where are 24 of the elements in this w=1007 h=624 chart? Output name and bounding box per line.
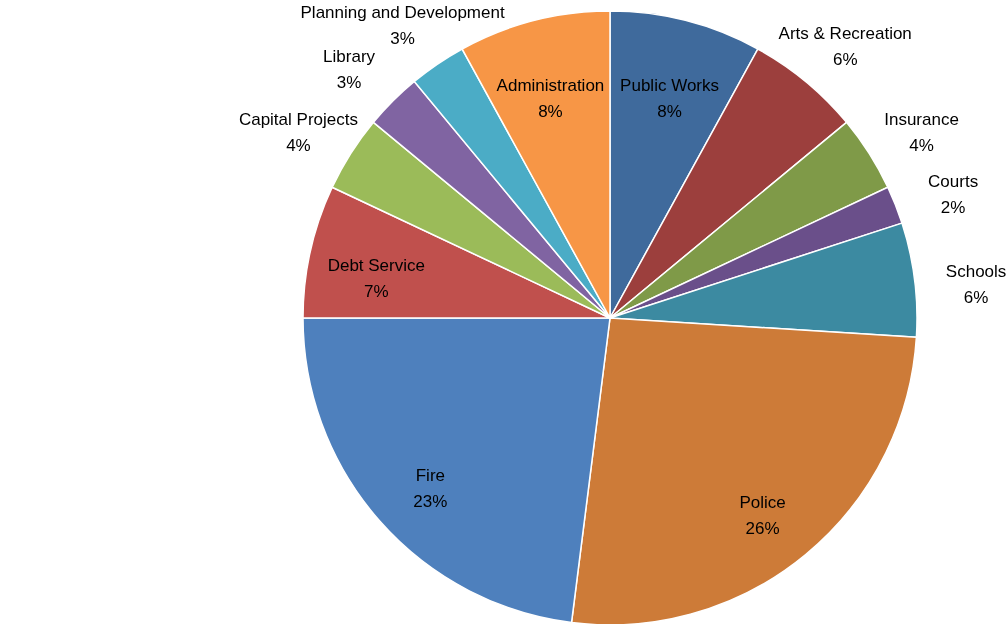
slice-label: Arts & Recreation xyxy=(778,23,912,43)
data-label: 23% xyxy=(413,492,448,512)
data-label: 8% xyxy=(538,102,563,122)
slice-label: Courts xyxy=(928,172,979,192)
slice-label: Debt Service xyxy=(327,255,425,275)
slice-label: Schools xyxy=(945,261,1007,281)
slice-label: Administration xyxy=(496,76,605,96)
data-label: 2% xyxy=(940,198,966,218)
slice-label: Fire xyxy=(415,466,446,486)
slice-label: Public Works xyxy=(620,76,719,96)
data-label: 6% xyxy=(832,49,858,69)
data-label: 4% xyxy=(286,136,311,156)
slice-label: Capital Projects xyxy=(238,110,358,130)
data-label: 8% xyxy=(657,102,682,122)
data-label: 3% xyxy=(390,28,415,48)
slice-label: Library xyxy=(323,47,376,67)
data-label: 4% xyxy=(909,136,934,156)
slice-label: Insurance xyxy=(884,110,959,130)
data-label: 3% xyxy=(336,73,362,93)
data-label: 26% xyxy=(745,518,780,538)
data-label: 7% xyxy=(364,281,389,301)
slice-label: Planning and Development xyxy=(300,2,505,22)
slice-label: Police xyxy=(739,492,786,512)
data-label: 6% xyxy=(963,287,989,307)
